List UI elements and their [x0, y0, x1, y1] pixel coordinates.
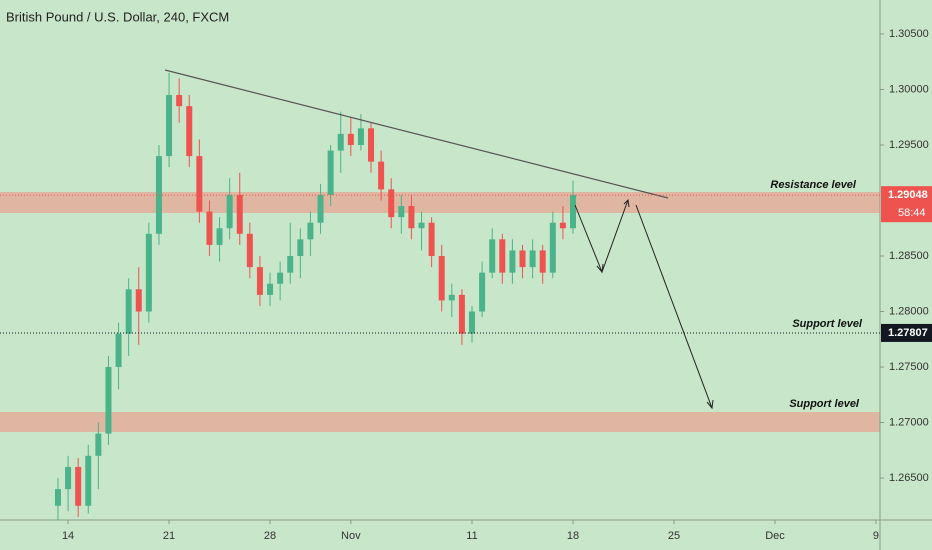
- candle-body: [125, 289, 132, 334]
- y-tick-label: 1.30500: [889, 28, 929, 40]
- candle-body: [186, 106, 193, 157]
- candle-body: [95, 433, 102, 456]
- candle-body: [388, 189, 395, 218]
- candle-body: [418, 222, 425, 229]
- candle-body: [267, 283, 274, 295]
- candle-body: [65, 466, 72, 490]
- candle-body: [438, 256, 445, 301]
- candle-body: [176, 95, 183, 107]
- candle-body: [277, 272, 284, 284]
- candle-body: [489, 239, 496, 273]
- plot-area: [54, 72, 576, 521]
- candle-body: [115, 333, 122, 368]
- annotation: Resistance level: [770, 179, 857, 191]
- x-tick-label: 18: [567, 530, 579, 542]
- candle-body: [479, 272, 486, 312]
- candle-body: [216, 228, 223, 245]
- candle-body: [448, 294, 455, 301]
- candle-body: [347, 133, 354, 145]
- price-label-box: [881, 186, 932, 223]
- candle-body: [54, 489, 61, 506]
- y-tick-label: 1.28000: [889, 305, 929, 317]
- countdown: 58:44: [898, 207, 926, 219]
- arrow-head: [623, 198, 630, 208]
- projection-arrow: [635, 204, 713, 409]
- annotation: Support level: [789, 398, 860, 410]
- candle-body: [357, 128, 364, 145]
- candle-body: [327, 150, 334, 195]
- candle-body: [145, 233, 152, 312]
- candle-body: [499, 239, 506, 273]
- x-tick-label: 11: [466, 530, 477, 542]
- candle-body: [398, 206, 405, 218]
- price-label-box: [881, 323, 932, 342]
- candle-body: [206, 211, 213, 245]
- y-tick-label: 1.28500: [889, 250, 929, 262]
- candle-body: [166, 95, 173, 157]
- candle-body: [256, 267, 263, 295]
- y-tick-label: 1.29500: [889, 139, 929, 151]
- candle-body: [297, 239, 304, 257]
- candle-body: [569, 194, 576, 229]
- candle-body: [428, 222, 435, 257]
- y-tick-label: 1.26500: [889, 472, 929, 484]
- candle-body: [236, 194, 243, 234]
- candle-body: [509, 250, 516, 273]
- price-label: 1.29048: [888, 189, 928, 201]
- candle-body: [458, 294, 465, 334]
- candle-body: [287, 256, 294, 273]
- price-label: 1.27807: [888, 327, 928, 339]
- x-tick-label: 9: [873, 530, 879, 542]
- annotation: Support level: [792, 318, 863, 330]
- support-zone: [0, 412, 880, 432]
- candle-body: [105, 367, 112, 434]
- candle-body: [378, 161, 385, 190]
- candle-body: [75, 466, 82, 506]
- x-tick-label: 14: [62, 530, 74, 542]
- arrow-head: [596, 263, 604, 274]
- x-tick-label: 25: [668, 530, 680, 542]
- candle-body: [519, 250, 526, 268]
- trend-line: [164, 69, 669, 199]
- candle-body: [469, 311, 476, 334]
- arrow-head: [706, 399, 714, 410]
- candle-body: [155, 156, 162, 234]
- candle-body: [196, 156, 203, 212]
- x-tick-label: Nov: [341, 530, 361, 542]
- x-tick-label: 28: [264, 530, 276, 542]
- candle-body: [408, 206, 415, 229]
- chart-title: British Pound / U.S. Dollar, 240, FXCM: [6, 9, 229, 24]
- y-tick-label: 1.27500: [889, 361, 929, 373]
- candle-body: [559, 222, 566, 229]
- candle-body: [135, 289, 142, 312]
- y-tick-label: 1.30000: [889, 83, 929, 95]
- candle-body: [317, 194, 324, 223]
- candle-body: [307, 222, 314, 240]
- resistance-zone: [0, 192, 880, 213]
- candle-body: [529, 250, 536, 268]
- candle-body: [85, 455, 92, 506]
- candle-body: [226, 194, 233, 229]
- candle-body: [549, 222, 556, 273]
- y-tick-label: 1.27000: [889, 416, 929, 428]
- candle-body: [337, 133, 344, 151]
- x-tick-label: Dec: [765, 530, 785, 542]
- candle-body: [368, 128, 375, 162]
- candle-body: [246, 233, 253, 268]
- x-tick-label: 21: [163, 530, 175, 542]
- candle-body: [539, 250, 546, 273]
